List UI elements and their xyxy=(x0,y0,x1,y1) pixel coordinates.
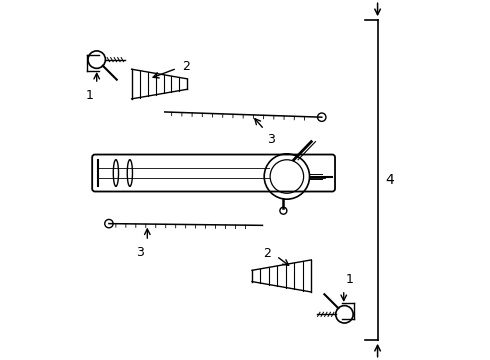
Text: 3: 3 xyxy=(136,246,144,258)
Text: 2: 2 xyxy=(263,247,271,260)
Text: 2: 2 xyxy=(182,60,190,73)
Text: 1: 1 xyxy=(346,273,354,287)
Text: 1: 1 xyxy=(86,89,94,102)
Text: 3: 3 xyxy=(267,133,274,146)
Text: 4: 4 xyxy=(385,173,394,187)
